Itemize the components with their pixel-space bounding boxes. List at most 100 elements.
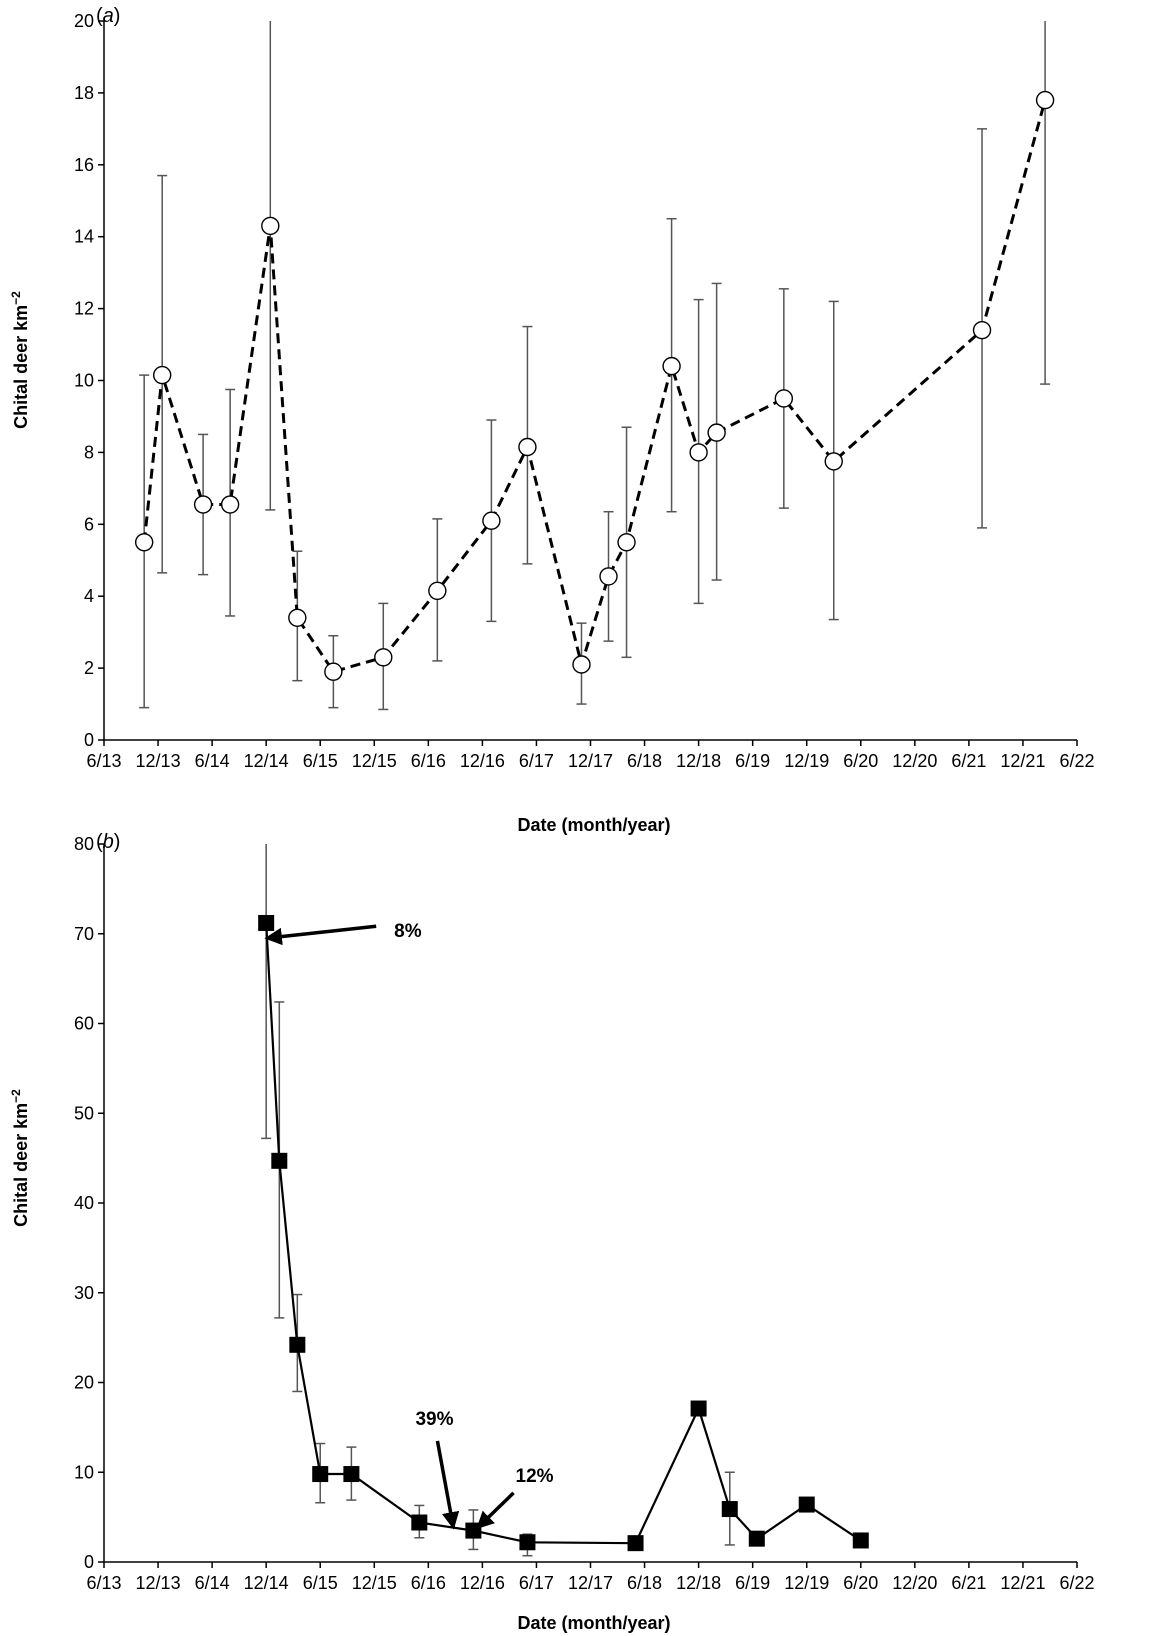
panel-b: (b) 0 10 20 30 40 50 60 70 80 6/13 12/13 6/14 12/14 6… xyxy=(9,831,1095,1633)
panel-a-y-tick-label: 2 xyxy=(84,658,94,678)
panel-a-data-point xyxy=(152,365,172,385)
panel-a-x-tick-label: 12/21 xyxy=(1000,751,1045,771)
panel-a-data-point xyxy=(288,608,307,627)
panel-b-data-point xyxy=(798,1496,815,1513)
panel-a-x-tick-label: 12/17 xyxy=(568,751,613,771)
panel-a-series-line xyxy=(142,99,1047,674)
panel-b-x-tick-label: 12/17 xyxy=(568,1573,613,1593)
panel-a-data-point xyxy=(662,356,681,376)
panel-a-data-line xyxy=(142,99,1047,674)
panel-b-data-point xyxy=(748,1530,765,1547)
panel-b-y-tick-label: 0 xyxy=(84,1552,94,1572)
panel-b-x-tick-label: 6/20 xyxy=(843,1573,878,1593)
panel-b-x-tick-label: 12/21 xyxy=(1000,1573,1045,1593)
panel-a-y-tick-label: 6 xyxy=(84,514,94,534)
panel-b-data-point xyxy=(289,1336,306,1353)
panel-a-x-tick-label: 12/14 xyxy=(244,751,289,771)
panel-b-x-tick-label: 6/21 xyxy=(951,1573,986,1593)
panel-a-data-point xyxy=(482,511,501,530)
panel-b-y-axis-title-text: Chital deer km xyxy=(11,1103,31,1227)
panel-a-y-tick-label: 4 xyxy=(84,586,94,606)
panel-a-y-tick-label: 12 xyxy=(74,299,94,319)
panel-a-x-tick-label: 6/17 xyxy=(519,751,554,771)
panel-b-x-tick-label: 12/15 xyxy=(352,1573,397,1593)
panel-a-data-point xyxy=(134,533,154,552)
panel-b-letter: b xyxy=(103,831,114,853)
panel-b-data-point xyxy=(411,1514,428,1531)
panel-b-y-tick-label: 60 xyxy=(74,1014,94,1034)
panel-a-y-axis-title-sup: −2 xyxy=(9,291,23,305)
panel-b-x-tick-label: 6/15 xyxy=(303,1573,338,1593)
panel-a-x-tick-label: 12/20 xyxy=(892,751,937,771)
panel-a-x-tick-label: 6/21 xyxy=(951,751,986,771)
panel-a-x-tick-label: 6/15 xyxy=(303,751,338,771)
panel-b-label: (b) xyxy=(96,831,120,853)
panel-b-error-bars xyxy=(261,844,735,1557)
panel-a-x-tick-label: 6/14 xyxy=(195,751,230,771)
panel-b-axes: 0 10 20 30 40 50 60 70 80 6/13 12/13 6/14 12/14 6/15 1… xyxy=(74,834,1095,1593)
panel-b-annotation-label: 12% xyxy=(516,1466,554,1487)
panel-a-axes: 0 2 4 6 8 10 12 14 16 18 20 6/13 12/13 6/14 12/14 6/15 1… xyxy=(74,11,1095,771)
panel-b-data-line xyxy=(265,922,862,1545)
panel-b-annotation-arrow xyxy=(435,1440,460,1530)
panel-a-data-point xyxy=(572,655,591,674)
panel-a-y-tick-label: 16 xyxy=(74,155,94,175)
panel-a-x-tick-label: 12/15 xyxy=(352,751,397,771)
panel-b-data-point xyxy=(852,1532,869,1549)
panel-b-y-tick-label: 30 xyxy=(74,1283,94,1303)
panel-b-y-axis-title: Chital deer km−2 xyxy=(9,1089,31,1227)
panel-a-y-axis-title: Chital deer km−2 xyxy=(9,291,31,429)
panel-a-data-point xyxy=(374,648,393,667)
panel-a-error-bars xyxy=(139,21,1051,711)
panel-b-y-tick-label: 10 xyxy=(74,1462,94,1482)
panel-b-data-point xyxy=(721,1501,738,1518)
panel-b-x-tick-label: 12/14 xyxy=(244,1573,289,1593)
panel-a-data-point xyxy=(774,389,794,408)
panel-b-x-tick-label: 6/13 xyxy=(86,1573,121,1593)
panel-b-x-tick-label: 12/18 xyxy=(676,1573,721,1593)
panel-b-x-tick-label: 6/19 xyxy=(735,1573,770,1593)
panel-b-x-tick-label: 6/16 xyxy=(411,1573,446,1593)
panel-b-annotation-arrow xyxy=(264,924,377,946)
panel-a-data-point xyxy=(824,452,843,471)
panel-a-y-tick-label: 8 xyxy=(84,442,94,462)
panel-a-data-point xyxy=(428,581,447,601)
panel-b-series-line xyxy=(265,922,862,1545)
panel-a-x-tick-label: 6/19 xyxy=(735,751,770,771)
panel-b-x-tick-label: 12/20 xyxy=(892,1573,937,1593)
panel-b-y-tick-label: 70 xyxy=(74,924,94,944)
panel-a-data-point xyxy=(1035,90,1055,110)
panel-b-x-tick-label: 12/16 xyxy=(460,1573,505,1593)
panel-a-x-tick-label: 6/16 xyxy=(411,751,446,771)
panel-b-data-point xyxy=(271,1152,288,1169)
panel-a-x-tick-label: 6/13 xyxy=(86,751,121,771)
panel-b-data-point xyxy=(258,914,275,931)
panel-b-data-point xyxy=(519,1534,536,1551)
panel-b-y-tick-label: 50 xyxy=(74,1103,94,1123)
panel-a-label: (a) xyxy=(96,5,120,27)
panel-a-data-point xyxy=(599,567,618,586)
panel-a-markers xyxy=(134,90,1055,681)
panel-a-x-tick-label: 12/18 xyxy=(676,751,721,771)
panel-b-x-tick-label: 12/19 xyxy=(784,1573,829,1593)
panel-a-data-point xyxy=(220,495,240,514)
panel-a: (a) 0 2 4 6 8 10 12 14 16 18 20 6/13 12/13 6/14 12/14 6… xyxy=(9,5,1095,835)
panel-a-x-axis-title: Date (month/year) xyxy=(517,815,670,835)
panel-b-y-tick-label: 80 xyxy=(74,834,94,854)
panel-a-x-tick-label: 12/16 xyxy=(460,751,505,771)
panel-a-y-tick-label: 10 xyxy=(74,371,94,391)
panel-a-x-tick-label: 12/13 xyxy=(136,751,181,771)
panel-b-y-axis-title-sup: −2 xyxy=(9,1089,23,1103)
panel-a-data-point xyxy=(689,443,708,462)
panel-b-annotations: 8% 39% 12% xyxy=(264,921,554,1530)
panel-a-data-point xyxy=(707,423,726,442)
panel-a-x-tick-label: 6/22 xyxy=(1059,751,1094,771)
panel-a-letter: a xyxy=(103,5,114,27)
panel-b-annotation-label: 8% xyxy=(394,921,422,942)
panel-b-x-axis-title: Date (month/year) xyxy=(517,1613,670,1633)
panel-b-y-tick-label: 40 xyxy=(74,1193,94,1213)
panel-b-x-tick-label: 6/18 xyxy=(627,1573,662,1593)
panel-a-data-point xyxy=(324,662,343,681)
panel-b-markers xyxy=(258,914,869,1552)
